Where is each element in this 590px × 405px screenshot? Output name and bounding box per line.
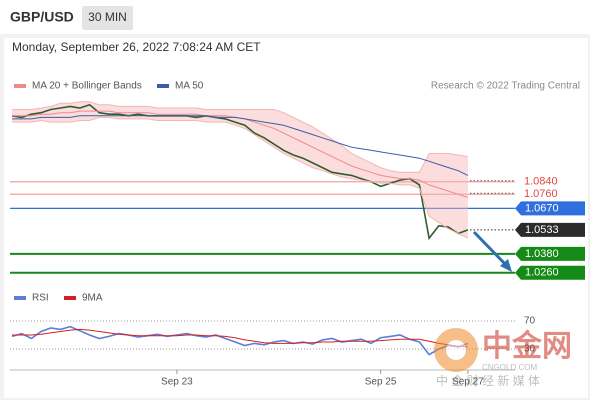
legend-label: MA 50	[175, 81, 204, 92]
rsi-tick-label: 70	[524, 316, 536, 327]
series-line	[12, 115, 469, 176]
x-tick-label: Sep 23	[161, 377, 193, 388]
timeframe-badge	[82, 6, 133, 30]
x-tick-label: Sep 27	[452, 377, 484, 388]
level-label: 1.0760	[524, 188, 558, 200]
legend-label: RSI	[32, 293, 49, 304]
legend-swatch	[14, 296, 26, 300]
legend-label: MA 20 + Bollinger Bands	[32, 81, 142, 92]
rsi-tick-label: 30	[524, 344, 536, 355]
bollinger-band-fill	[12, 101, 468, 239]
legend-swatch	[64, 296, 76, 300]
watermark-tagline: 中 金 财 经 新 媒 体	[436, 373, 540, 388]
legend-swatch	[157, 84, 169, 88]
level-tag	[515, 201, 585, 216]
forecast-arrow-head	[500, 259, 512, 272]
watermark-brand: 中金网	[482, 329, 572, 363]
watermark-logo-inner	[446, 340, 466, 360]
series-line	[12, 328, 468, 348]
level-tag	[515, 222, 585, 237]
watermark-site: CNGOLD.COM	[482, 363, 537, 372]
level-label: 1.0380	[525, 248, 559, 260]
x-tick-label: Sep 25	[365, 377, 397, 388]
series-line	[11, 103, 469, 241]
legend-swatch	[14, 84, 26, 88]
symbol: GBP/USD	[10, 9, 74, 25]
series-line	[11, 325, 469, 356]
timestamp: Monday, September 26, 2022 7:08:24 AM CE…	[12, 40, 261, 54]
level-label: 1.0260	[525, 267, 559, 279]
level-label: 1.0670	[525, 202, 559, 214]
source: Research © 2022 Trading Central	[431, 81, 580, 92]
level-label: 1.0533	[525, 224, 559, 236]
series-line	[12, 116, 469, 239]
level-tag	[515, 265, 585, 280]
series-line	[12, 101, 468, 173]
timeframe: 30 MIN	[88, 10, 127, 24]
level-tag	[515, 246, 585, 261]
legend-label: 9MA	[82, 293, 103, 304]
level-label: 1.0840	[524, 176, 558, 188]
forecast-arrow	[472, 230, 509, 268]
watermark: 中金网 CNGOLD.COM 中 金 财 经 新 媒 体	[434, 328, 572, 388]
